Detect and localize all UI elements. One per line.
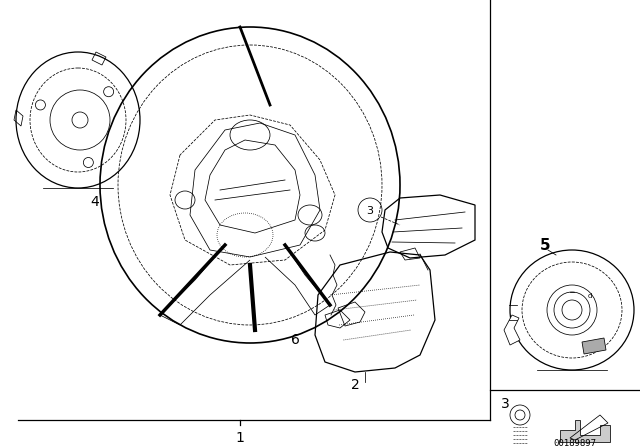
Text: 2: 2: [351, 378, 360, 392]
Text: 3: 3: [500, 397, 509, 411]
Polygon shape: [560, 420, 610, 442]
Text: 4: 4: [91, 195, 99, 209]
Polygon shape: [504, 315, 520, 345]
Text: d: d: [588, 293, 592, 299]
Text: 00189897: 00189897: [554, 439, 596, 448]
Text: 1: 1: [236, 431, 244, 445]
Text: 5: 5: [540, 237, 550, 253]
Polygon shape: [582, 338, 606, 354]
Text: 6: 6: [291, 333, 300, 347]
Text: 3: 3: [367, 206, 374, 216]
